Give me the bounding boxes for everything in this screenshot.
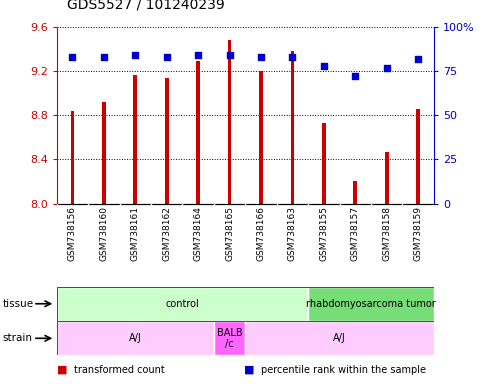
Text: ■: ■ [244,365,254,375]
Point [194,52,202,58]
Point [226,52,234,58]
Bar [416,109,420,204]
Text: ■: ■ [57,365,67,375]
Point [320,63,328,69]
Text: GSM738164: GSM738164 [194,206,203,261]
Point [100,54,108,60]
Bar [322,123,326,204]
Text: GSM738160: GSM738160 [99,206,108,261]
Bar [165,78,169,204]
Point [69,54,76,60]
Text: BALB
/c: BALB /c [217,328,243,349]
Point [383,65,390,71]
Text: GSM738161: GSM738161 [131,206,140,261]
Text: transformed count: transformed count [74,365,165,375]
Bar [228,40,231,204]
Point [414,56,422,62]
Bar [70,111,74,204]
Text: GSM738166: GSM738166 [256,206,266,261]
Bar [385,152,388,204]
Text: A/J: A/J [333,333,346,343]
Text: GSM738156: GSM738156 [68,206,77,261]
Text: GSM738159: GSM738159 [414,206,423,261]
Text: GSM738165: GSM738165 [225,206,234,261]
Bar [214,321,245,355]
Text: percentile rank within the sample: percentile rank within the sample [261,365,426,375]
Point [352,73,359,79]
Text: GSM738155: GSM738155 [319,206,328,261]
Point [131,52,139,58]
Bar [353,182,357,204]
Bar [196,61,200,204]
Bar [290,51,294,204]
Text: control: control [166,299,199,309]
Point [257,54,265,60]
Text: GSM738158: GSM738158 [382,206,391,261]
Bar [308,287,434,321]
Bar [102,102,106,204]
Text: GSM738163: GSM738163 [288,206,297,261]
Bar [57,287,308,321]
Point [288,54,296,60]
Text: rhabdomyosarcoma tumor: rhabdomyosarcoma tumor [306,299,436,309]
Text: GDS5527 / 101240239: GDS5527 / 101240239 [67,0,224,12]
Text: tissue: tissue [2,299,34,309]
Text: A/J: A/J [129,333,141,343]
Text: GSM738157: GSM738157 [351,206,360,261]
Bar [259,71,263,204]
Point [163,54,171,60]
Bar [245,321,434,355]
Bar [134,75,137,204]
Bar [57,321,214,355]
Text: strain: strain [2,333,33,343]
Text: GSM738162: GSM738162 [162,206,171,261]
